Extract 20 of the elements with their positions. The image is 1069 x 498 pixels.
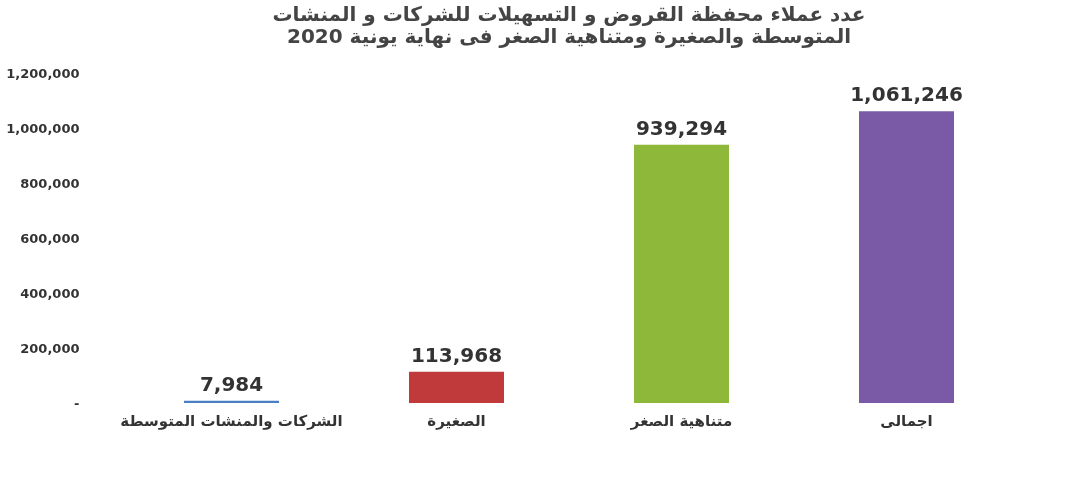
x-tick-label: اجمالى <box>880 411 933 430</box>
x-tick-label: الصغيرة <box>427 411 486 430</box>
y-tick-label: 800,000 <box>20 175 80 191</box>
data-label: 939,294 <box>635 115 728 140</box>
y-tick-label: - <box>74 395 80 411</box>
bar <box>634 144 729 403</box>
y-tick-label: 600,000 <box>20 230 80 246</box>
y-tick-label: 1,200,000 <box>6 65 80 81</box>
data-label: 113,968 <box>410 342 503 367</box>
x-tick-label: متناهية الصغر <box>629 411 733 430</box>
y-tick-label: 1,000,000 <box>6 120 80 136</box>
y-tick-label: 200,000 <box>20 340 80 356</box>
text: عدد عملاء محفظة القروض و التسهيلات للشركات و المنشات <box>272 2 866 26</box>
y-tick-label: 400,000 <box>20 285 80 301</box>
x-tick-label: الشركات والمنشات المتوسطة <box>120 411 343 430</box>
data-label: 1,061,246 <box>850 82 963 107</box>
bar <box>859 111 954 403</box>
bar <box>409 371 504 403</box>
bar <box>184 400 279 403</box>
data-label: 7,984 <box>199 371 264 396</box>
